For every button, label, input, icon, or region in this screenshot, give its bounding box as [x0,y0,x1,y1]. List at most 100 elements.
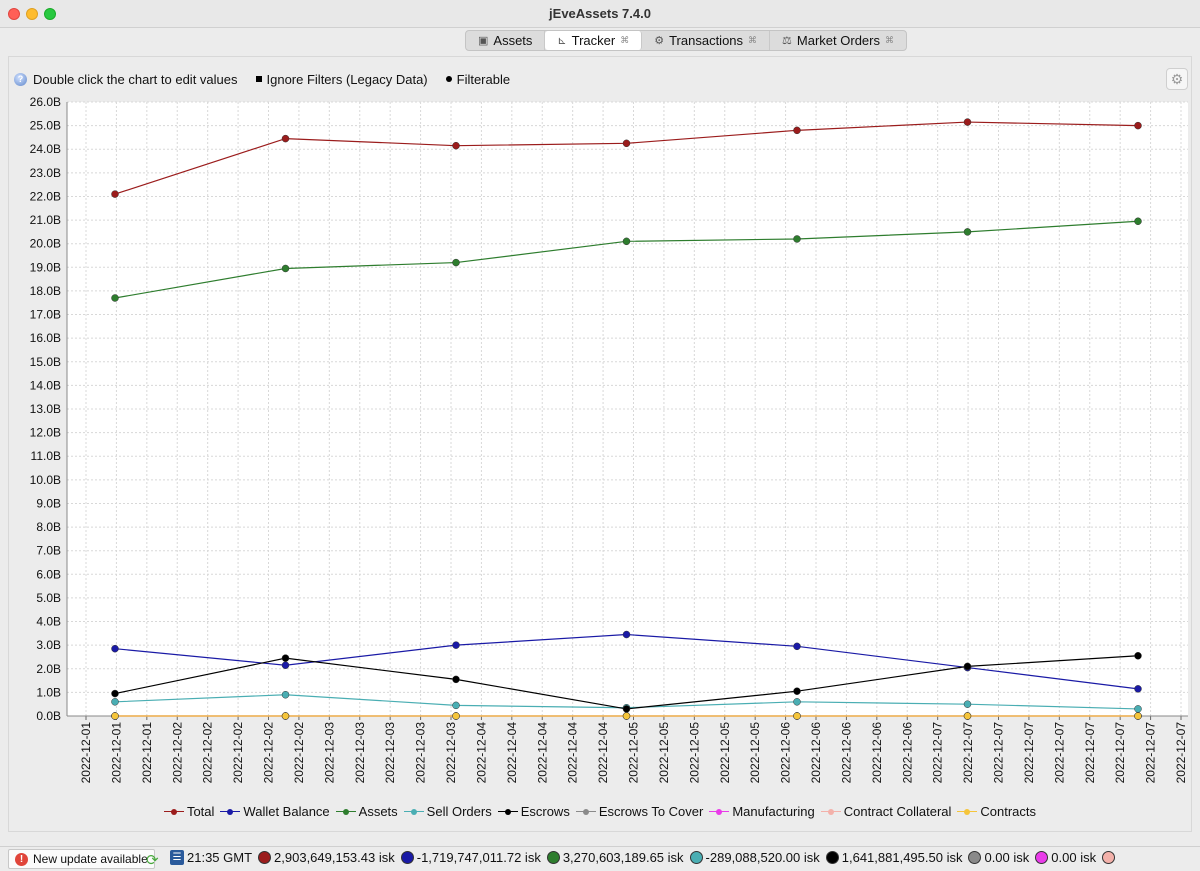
chart-legend: Total Wallet Balance Assets Sell Orders Escr… [0,804,1200,819]
data-point [793,235,801,243]
tab-tracker[interactable]: ⊾ Tracker ⌘ [545,31,643,50]
tab-label: Assets [493,33,533,48]
x-tick-label: 2022-12-07 [1083,722,1097,784]
legend-label: Sell Orders [426,804,492,819]
data-point [963,700,972,708]
update-available-button[interactable]: ! New update available [8,849,155,869]
y-tick-label: 25.0B [30,119,61,133]
settings-button[interactable]: ⚙ [1166,68,1188,90]
status-value-text: 0.00 isk [1051,850,1097,865]
data-point [281,712,290,720]
legend-marker-icon [709,807,730,817]
tracker-chart[interactable]: 0.0B 1.0B 2.0B 3.0B 4.0B 5.0B 6.0B 7.0B 8.0B 9.0B… [0,0,1200,800]
market-orders-icon: ⚖ [782,35,792,47]
y-tick-label: 7.0B [36,544,61,558]
status-value-text: -289,088,520.00 isk [705,850,820,865]
legend-item[interactable]: Manufacturing [709,804,815,819]
legend-label: Contracts [980,804,1037,819]
y-tick-label: 9.0B [36,496,61,510]
title-bar: jEveAssets 7.4.0 [0,0,1200,28]
refresh-icon[interactable]: ⟳ [146,852,159,869]
data-point [622,712,631,720]
data-point [793,687,801,695]
status-value-text: 1,641,881,495.50 isk [841,850,963,865]
legend-item[interactable]: Escrows [497,804,570,819]
data-point [963,118,972,126]
status-time-text: 21:35 GMT [187,850,253,865]
legend-item[interactable]: Contracts [957,804,1036,819]
data-point [452,641,460,649]
data-point [963,712,972,720]
x-tick-label: 2022-12-03 [322,722,336,784]
x-tick-label: 2022-12-07 [1052,722,1066,784]
tab-assets[interactable]: ▣ Assets [466,31,546,50]
legend-item[interactable]: Escrows To Cover [575,804,703,819]
x-tick-label: 2022-12-06 [839,722,853,784]
tab-bar: ▣ Assets ⊾ Tracker ⌘ ⚙ Transactions ⌘ ⚖ … [465,30,907,51]
color-dot-icon [400,851,414,864]
y-tick-label: 5.0B [36,591,61,605]
data-point [452,258,460,267]
tab-market-orders[interactable]: ⚖ Market Orders ⌘ [770,31,906,50]
legend-item[interactable]: Wallet Balance [220,804,330,819]
tab-transactions[interactable]: ⚙ Transactions ⌘ [642,31,771,50]
window-title: jEveAssets 7.4.0 [549,6,651,21]
x-tick-label: 2022-12-04 [596,722,610,784]
x-tick-label: 2022-12-07 [1174,722,1188,784]
legend-marker-icon [220,807,241,817]
status-time: ☰ 21:35 GMT [170,850,252,865]
data-point [281,654,290,662]
data-point [1134,652,1142,660]
ignore-filters-label: Ignore Filters (Legacy Data) [266,71,428,87]
status-value: 1,641,881,495.50 isk [825,850,963,865]
warning-icon: ! [15,852,28,866]
data-point [1134,685,1142,693]
close-tab-icon[interactable]: ⌘ [620,35,630,45]
y-tick-label: 18.0B [30,284,61,298]
tracker-toolbar: ? Double click the chart to edit values … [14,69,528,89]
data-point [622,630,631,639]
minimize-window-button[interactable] [26,8,38,20]
legend-label: Wallet Balance [243,804,330,819]
data-point [622,237,631,246]
update-label: New update available [33,852,148,866]
y-tick-label: 21.0B [30,213,61,227]
x-tick-label: 2022-12-05 [687,722,701,784]
x-tick-label: 2022-12-01 [79,722,93,784]
close-tab-icon[interactable]: ⌘ [884,35,894,45]
legend-item[interactable]: Sell Orders [403,804,492,819]
status-value [1102,851,1118,864]
x-tick-label: 2022-12-02 [262,722,276,784]
x-tick-label: 2022-12-05 [718,722,732,784]
close-tab-icon[interactable]: ⌘ [748,35,758,45]
help-hint: ? Double click the chart to edit values [14,72,238,87]
x-tick-label: 2022-12-03 [414,722,428,784]
x-tick-label: 2022-12-07 [931,722,945,784]
x-tick-label: 2022-12-02 [170,722,184,784]
y-tick-label: 12.0B [30,426,61,440]
data-point [793,698,801,706]
color-dot-icon [689,851,703,864]
legend-label: Manufacturing [732,804,815,819]
tab-label: Market Orders [796,33,880,48]
legend-marker-icon [163,807,184,817]
x-tick-label: 2022-12-03 [353,722,367,784]
status-value-text: 2,903,649,153.43 isk [274,850,395,865]
legend-label: Contract Collateral [843,804,952,819]
status-value: 0.00 isk [1035,850,1096,865]
legend-item[interactable]: Contract Collateral [820,804,952,819]
data-point [452,712,460,720]
legend-item[interactable]: Total [163,804,215,819]
filterable-legend: Filterable [445,72,510,87]
legend-item[interactable]: Assets [335,804,398,819]
maximize-window-button[interactable] [44,8,56,20]
legend-label: Total [186,804,215,819]
y-tick-label: 3.0B [36,638,61,652]
status-value: -1,719,747,011.72 isk [400,850,541,865]
help-text: Double click the chart to edit values [33,71,238,87]
ignore-filters-legend: Ignore Filters (Legacy Data) [255,71,428,87]
x-tick-label: 2022-12-03 [383,722,397,784]
close-window-button[interactable] [8,8,20,20]
y-tick-label: 10.0B [30,473,61,487]
data-point [1134,121,1142,130]
